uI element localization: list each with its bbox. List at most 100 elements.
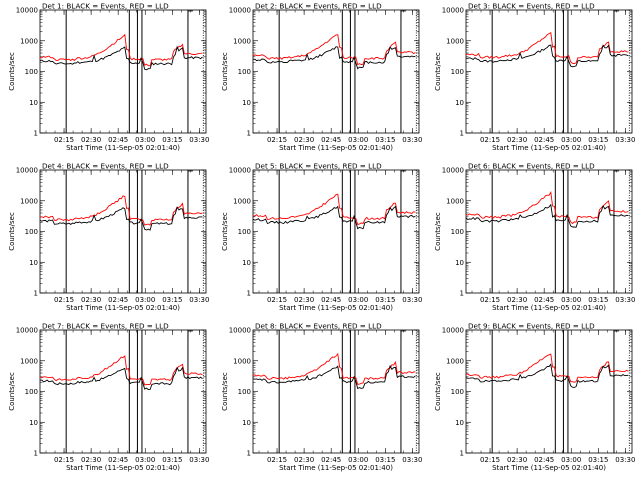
y-tick-label: 10 [455,419,464,427]
series-events-line [39,45,203,71]
bracket-mark [400,170,406,178]
plot-frame [39,9,207,134]
series-events-line [465,203,629,228]
chart-panel-1: Det 1: BLACK = Events, RED = LLD 1 10 100 10… [8,2,209,153]
chart-panel-6: Det 6: BLACK = Events, RED = LLD 1 10 100 10… [434,162,635,313]
x-tick-label: 02:45 [534,296,554,304]
x-tick-label: 02:15 [54,136,74,144]
y-tick-label: 100 [451,228,464,236]
x-tick-label: 03:15 [375,296,395,304]
y-axis-label: Counts/sec [221,212,229,251]
x-tick-label: 03:15 [375,456,395,464]
x-tick-label: 03:00 [348,296,368,304]
x-tick-label: 03:30 [402,456,422,464]
y-axis-label: Counts/sec [434,52,442,91]
chart-panel-3: Det 3: BLACK = Events, RED = LLD 1 10 100 10… [434,2,635,153]
y-tick-label: 10 [455,259,464,267]
series-events-line [252,46,416,70]
bracket-mark [187,170,193,178]
y-tick-label: 10000 [229,7,251,15]
x-axis-label: Start Time (11-Sep-05 02:01:40) [492,464,606,472]
chart-title: Det 8: BLACK = Events, RED = LLD [255,322,382,331]
x-axis-label: Start Time (11-Sep-05 02:01:40) [66,144,180,152]
chart-panel-2: Det 2: BLACK = Events, RED = LLD 1 10 100 10… [221,2,422,153]
y-tick-label: 10 [29,259,38,267]
y-tick-label: 1000 [233,37,251,45]
series-events-line [252,364,416,390]
x-tick-label: 02:30 [294,136,314,144]
y-tick-label: 1 [247,450,251,458]
x-tick-label: 03:15 [588,136,608,144]
chart-panel-4: Det 4: BLACK = Events, RED = LLD 1 10 100 10… [8,162,209,313]
series-events-line [465,363,629,388]
y-tick-label: 1000 [20,197,38,205]
chart-panel-8: Det 8: BLACK = Events, RED = LLD 1 10 100 10… [221,322,422,473]
y-tick-label: 100 [238,228,251,236]
series-lld-line [39,195,203,226]
x-tick-label: 02:15 [480,136,500,144]
y-tick-label: 1000 [446,37,464,45]
x-tick-label: 02:30 [507,456,527,464]
chart-title: Det 2: BLACK = Events, RED = LLD [255,2,382,11]
x-tick-label: 03:00 [561,296,581,304]
plot-frame [252,9,420,134]
x-tick-label: 02:15 [267,456,287,464]
series-events-line [252,205,416,230]
y-tick-label: 100 [238,388,251,396]
plot-frame [39,169,207,294]
x-tick-label: 02:15 [480,456,500,464]
y-tick-label: 10000 [442,167,464,175]
chart-panel-7: Det 7: BLACK = Events, RED = LLD 1 10 100 10… [8,322,209,473]
chart-title: Det 4: BLACK = Events, RED = LLD [42,162,169,171]
y-tick-label: 100 [238,68,251,76]
y-tick-label: 10 [242,99,251,107]
x-tick-label: 03:15 [588,296,608,304]
x-tick-label: 03:30 [615,136,635,144]
series-events-line [465,44,629,68]
x-tick-label: 02:15 [54,296,74,304]
y-tick-label: 10 [29,419,38,427]
x-tick-label: 03:30 [189,136,209,144]
y-tick-label: 1000 [20,357,38,365]
x-axis-label: Start Time (11-Sep-05 02:01:40) [279,144,393,152]
y-tick-label: 100 [25,228,38,236]
x-tick-label: 02:30 [507,136,527,144]
bracket-mark [400,330,406,338]
y-tick-label: 1 [247,290,251,298]
y-tick-label: 10000 [16,167,38,175]
series-lld-line [465,353,629,383]
y-tick-label: 1 [460,450,464,458]
y-tick-label: 1 [460,290,464,298]
y-axis-label: Counts/sec [434,212,442,251]
bracket-mark [613,170,619,178]
x-tick-label: 02:15 [54,456,74,464]
y-tick-label: 100 [25,68,38,76]
series-lld-line [252,352,416,385]
x-tick-label: 03:00 [135,136,155,144]
x-tick-label: 02:45 [321,136,341,144]
x-axis-label: Start Time (11-Sep-05 02:01:40) [492,304,606,312]
y-tick-label: 1 [34,290,38,298]
x-tick-label: 03:30 [189,456,209,464]
bracket-mark [613,330,619,338]
series-lld-line [39,33,203,67]
series-events-line [39,366,203,391]
x-tick-label: 03:15 [162,456,182,464]
x-tick-label: 02:15 [267,296,287,304]
y-tick-label: 10000 [229,167,251,175]
chart-title: Det 3: BLACK = Events, RED = LLD [468,2,595,11]
x-tick-label: 02:30 [81,136,101,144]
x-tick-label: 03:30 [189,296,209,304]
x-tick-label: 03:15 [588,456,608,464]
x-tick-label: 03:30 [615,456,635,464]
x-tick-label: 02:45 [321,456,341,464]
chart-title: Det 1: BLACK = Events, RED = LLD [42,2,169,11]
chart-title: Det 5: BLACK = Events, RED = LLD [255,162,382,171]
y-tick-label: 100 [451,68,464,76]
y-tick-label: 1 [460,130,464,138]
x-tick-label: 02:30 [294,296,314,304]
x-tick-label: 03:00 [348,136,368,144]
x-axis-label: Start Time (11-Sep-05 02:01:40) [492,144,606,152]
x-tick-label: 02:45 [534,136,554,144]
x-axis-label: Start Time (11-Sep-05 02:01:40) [66,464,180,472]
